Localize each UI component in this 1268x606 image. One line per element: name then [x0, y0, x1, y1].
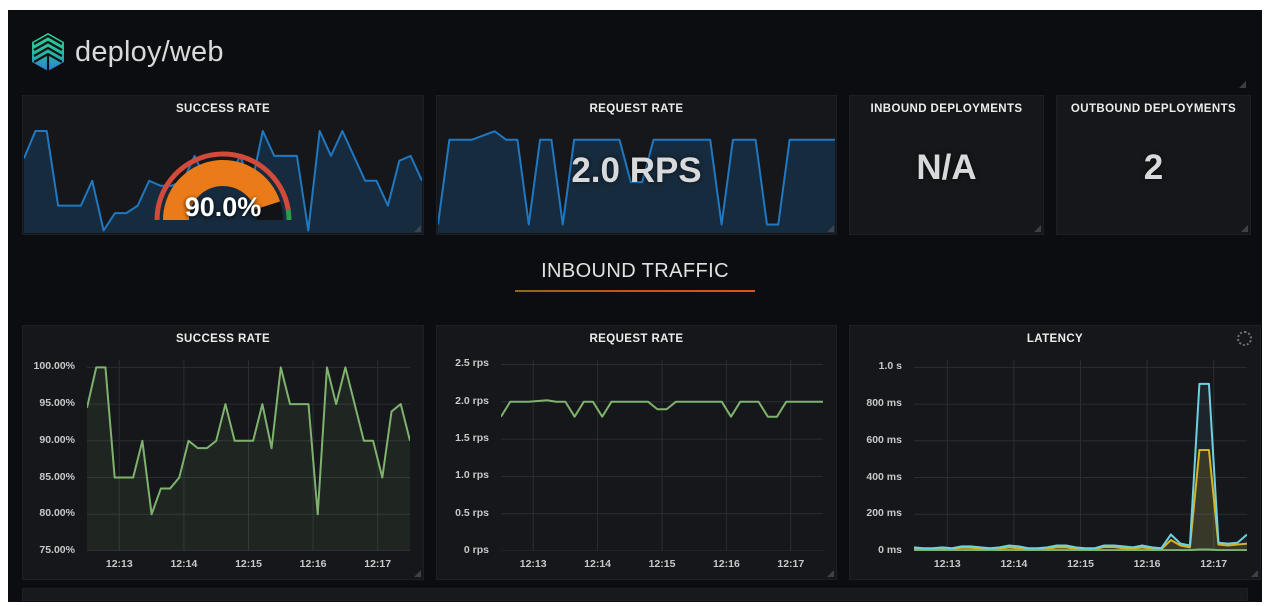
x-axis: 12:13 12:14 12:15 12:16 12:17	[501, 558, 823, 572]
x-axis-tick-label: 12:16	[1133, 558, 1161, 570]
y-axis-tick-label: 400 ms	[866, 470, 902, 483]
success-rate-plot[interactable]	[87, 360, 410, 551]
y-axis-tick-label: 85.00%	[39, 470, 75, 483]
x-axis-tick-label: 12:17	[1200, 558, 1228, 570]
y-axis-tick-label: 100.00%	[33, 360, 75, 373]
x-axis-tick-label: 12:15	[1067, 558, 1094, 570]
inbound-deployments-value: N/A	[916, 147, 977, 187]
panel-title-outbound-deployments[interactable]: OUTBOUND DEPLOYMENTS	[1070, 103, 1237, 115]
request-rate-plot[interactable]	[501, 360, 823, 551]
request-rate-value: 2.0 RPS	[571, 150, 702, 190]
x-axis-tick-label: 12:17	[777, 558, 805, 570]
x-axis-tick-label: 12:13	[105, 558, 133, 570]
panel-title-request-rate[interactable]: REQUEST RATE	[589, 103, 684, 115]
deploy-logo-icon	[32, 33, 64, 71]
x-axis-tick-label: 12:14	[170, 558, 198, 570]
row-title[interactable]: INBOUND TRAFFIC	[541, 260, 729, 282]
y-axis-tick-label: 600 ms	[866, 433, 902, 446]
panel-resize-handle[interactable]	[414, 225, 421, 232]
panel-outbound-deployments: OUTBOUND DEPLOYMENTS 2	[1056, 95, 1251, 235]
next-row-panel-edge	[22, 588, 1248, 601]
panel-resize-handle[interactable]	[1251, 570, 1258, 577]
panel-title-latency-chart[interactable]: LATENCY	[1026, 333, 1084, 345]
x-axis-tick-label: 12:15	[235, 558, 262, 570]
gauge-arc	[154, 151, 292, 221]
panel-inbound-latency-chart: LATENCY 1.0 s 800 ms 600 ms 400 ms 200 ms 0 m…	[849, 325, 1261, 580]
panel-resize-handle[interactable]	[1241, 225, 1248, 232]
y-axis-tick-label: 75.00%	[39, 544, 75, 556]
y-axis-tick-label: 1.5 rps	[455, 432, 489, 445]
x-axis-tick-label: 12:14	[584, 558, 612, 570]
panel-resize-handle[interactable]	[1034, 225, 1041, 232]
x-axis-tick-label: 12:13	[519, 558, 547, 570]
y-axis-tick-label: 95.00%	[39, 397, 75, 410]
panel-resize-handle[interactable]	[827, 225, 834, 232]
y-axis: 2.5 rps 2.0 rps 1.5 rps 1.0 rps 0.5 rps 0 rps	[437, 357, 495, 556]
y-axis-tick-label: 800 ms	[866, 397, 902, 410]
panel-inbound-success-rate-chart: SUCCESS RATE 100.00% 95.00% 90.00% 85.00% 80…	[22, 325, 424, 580]
y-axis-tick-label: 90.00%	[39, 433, 75, 446]
x-axis-tick-label: 12:13	[933, 558, 961, 570]
panel-inbound-request-rate-chart: REQUEST RATE 2.5 rps 2.0 rps 1.5 rps 1.0 rp…	[436, 325, 837, 580]
y-axis: 1.0 s 800 ms 600 ms 400 ms 200 ms 0 ms	[850, 360, 908, 556]
row-inbound-traffic[interactable]: INBOUND TRAFFIC	[8, 260, 1262, 292]
y-axis-tick-label: 1.0 s	[878, 360, 902, 373]
chart-row: SUCCESS RATE 100.00% 95.00% 90.00% 85.00% 80…	[22, 325, 1261, 580]
y-axis-tick-label: 200 ms	[866, 507, 902, 520]
y-axis-tick-label: 1.0 rps	[455, 469, 489, 482]
row-underline	[515, 290, 755, 292]
header-panel: deploy/web	[22, 18, 1248, 88]
panel-resize-handle[interactable]	[827, 570, 834, 577]
y-axis-tick-label: 0.5 rps	[455, 506, 489, 519]
panel-title-inbound-deployments[interactable]: INBOUND DEPLOYMENTS	[870, 103, 1023, 115]
panel-inbound-deployments: INBOUND DEPLOYMENTS N/A	[849, 95, 1044, 235]
x-axis-tick-label: 12:14	[1000, 558, 1028, 570]
y-axis-tick-label: 2.5 rps	[455, 357, 489, 370]
gauge-value: 90.0%	[184, 192, 262, 222]
panel-success-rate-stat: SUCCESS RATE 90.0%	[22, 95, 424, 235]
x-axis-tick-label: 12:16	[299, 558, 327, 570]
x-axis-tick-label: 12:16	[712, 558, 740, 570]
x-axis-tick-label: 12:17	[364, 558, 392, 570]
panel-title-success-rate[interactable]: SUCCESS RATE	[175, 103, 271, 115]
dashboard-brand[interactable]: deploy/web	[30, 32, 224, 72]
y-axis-tick-label: 0 rps	[463, 544, 489, 556]
y-axis-tick-label: 80.00%	[39, 507, 75, 520]
panel-title-request-rate-chart[interactable]: REQUEST RATE	[589, 333, 684, 345]
panel-resize-handle[interactable]	[1239, 81, 1246, 88]
outbound-deployments-value: 2	[1143, 147, 1164, 187]
loading-spinner-icon	[1237, 331, 1252, 346]
stat-row: SUCCESS RATE 90.0% REQUEST RATE 2.0 RPS …	[22, 95, 1251, 235]
success-rate-gauge: 90.0%	[148, 140, 298, 226]
y-axis-tick-label: 0 ms	[878, 544, 902, 556]
x-axis: 12:13 12:14 12:15 12:16 12:17	[914, 558, 1247, 572]
y-axis: 100.00% 95.00% 90.00% 85.00% 80.00% 75.00%	[23, 360, 81, 556]
x-axis: 12:13 12:14 12:15 12:16 12:17	[87, 558, 410, 572]
latency-plot[interactable]	[914, 360, 1247, 551]
dashboard-title: deploy/web	[75, 35, 224, 68]
grafana-dashboard: deploy/web SUCCESS RATE 90.0% REQUEST RA…	[8, 10, 1262, 602]
request-rate-sparkline	[438, 127, 835, 233]
panel-title-success-rate-chart[interactable]: SUCCESS RATE	[175, 333, 271, 345]
panel-resize-handle[interactable]	[414, 570, 421, 577]
panel-request-rate-stat: REQUEST RATE 2.0 RPS	[436, 95, 837, 235]
x-axis-tick-label: 12:15	[648, 558, 676, 570]
y-axis-tick-label: 2.0 rps	[455, 394, 489, 407]
